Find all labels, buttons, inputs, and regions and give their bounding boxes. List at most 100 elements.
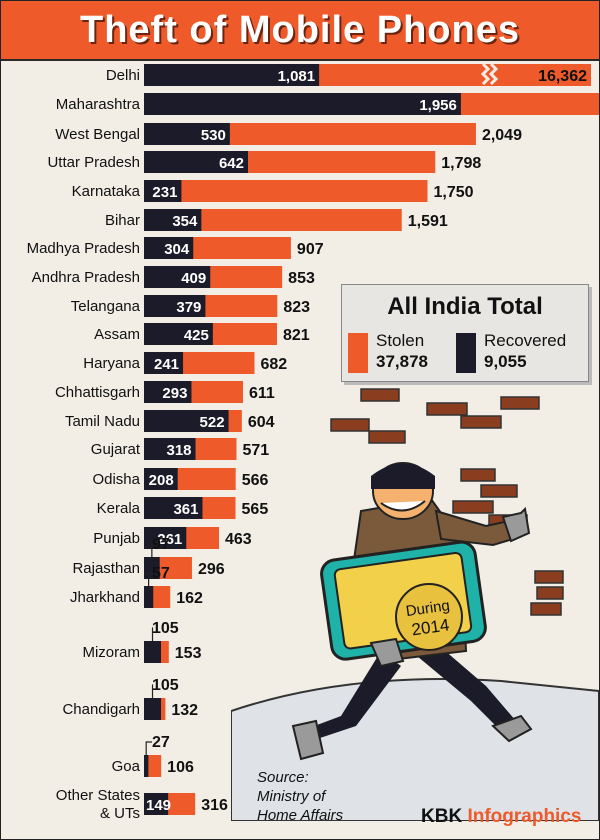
shoe-right — [491, 714, 533, 743]
category-label: Madhya Pradesh — [27, 240, 140, 257]
stolen-value-label: 1,798 — [441, 155, 481, 172]
stolen-value-label: 571 — [243, 442, 270, 459]
total-box: All India Total Stolen 37,878 Recovered … — [341, 284, 589, 382]
credit-brand: KBK — [421, 806, 463, 827]
source-line1: Source: — [257, 769, 309, 786]
leader-line — [148, 572, 152, 586]
stolen-value-label: 853 — [288, 270, 315, 287]
category-label: Delhi — [106, 67, 140, 84]
category-label: Uttar Pradesh — [47, 154, 140, 171]
stolen-value-label: 565 — [242, 501, 269, 518]
stolen-value-label: 463 — [225, 531, 252, 548]
glove-left — [369, 637, 405, 668]
recovered-value-label: 304 — [164, 241, 190, 258]
category-label: Jharkhand — [70, 589, 140, 606]
recovered-value-label: 97 — [152, 536, 170, 553]
stolen-value-label: 132 — [171, 702, 198, 719]
category-label: Punjab — [93, 530, 140, 547]
stolen-value-label: 821 — [283, 327, 310, 344]
recovered-bar — [144, 209, 202, 231]
recovered-bar — [144, 180, 182, 202]
recovered-value-label: 522 — [200, 414, 225, 431]
recovered-bar — [144, 641, 162, 663]
recovered-label: Recovered — [484, 331, 567, 350]
title-bar: Theft of Mobile Phones — [1, 1, 599, 61]
recovered-bar — [144, 93, 461, 115]
leader-line — [151, 627, 154, 641]
stolen-value-label: 611 — [249, 385, 275, 402]
recovered-value-label: 208 — [149, 472, 174, 489]
category-label: Bihar — [105, 212, 140, 229]
recovered-value-label: 149 — [146, 797, 171, 814]
category-label: Haryana — [83, 355, 140, 372]
recovered-bar — [144, 557, 160, 579]
recovered-bar — [144, 352, 184, 374]
source-note: Source: Ministry of Home Affairs — [257, 768, 343, 825]
category-label: Assam — [94, 326, 140, 343]
stolen-bar — [144, 209, 402, 231]
stolen-value-label: 1,591 — [408, 213, 448, 230]
thief-illustration: During 2014 — [231, 388, 599, 821]
stolen-value-label: 316 — [201, 797, 228, 814]
stolen-value-label: 16,362 — [538, 68, 587, 85]
total-title: All India Total — [387, 293, 543, 320]
recovered-value-label: 27 — [152, 734, 170, 751]
category-label: Chhattisgarh — [55, 384, 140, 401]
recovered-bar — [144, 64, 320, 86]
thief-mask — [371, 463, 435, 489]
recovered-value-label: 409 — [181, 270, 206, 287]
leader-line — [145, 741, 152, 755]
category-label: Karnataka — [72, 183, 141, 200]
bars-layer: Delhi16,3621,081Maharashtra5,6971,956Wes… — [27, 62, 599, 822]
stolen-value-label: 2,049 — [482, 127, 522, 144]
recovered-bar — [144, 527, 187, 549]
category-label: Maharashtra — [56, 96, 141, 113]
category-label: Kerala — [97, 500, 141, 517]
recovered-value-label: 318 — [166, 442, 191, 459]
brick-pattern — [330, 388, 564, 616]
recovered-value-label: 1,956 — [419, 97, 457, 114]
stolen-swatch — [348, 333, 368, 373]
recovered-bar — [144, 698, 162, 720]
recovered-bar — [144, 123, 230, 145]
recovered-value-label: 354 — [172, 213, 198, 230]
recovered-total: 9,055 — [484, 352, 527, 371]
stolen-value-label: 823 — [283, 299, 310, 316]
stolen-value-label: 153 — [175, 645, 202, 662]
category-label: Mizoram — [82, 644, 140, 661]
leader-line — [151, 684, 154, 698]
recovered-bar — [144, 237, 194, 259]
recovered-bar — [144, 438, 196, 460]
recovered-swatch — [456, 333, 476, 373]
credit-accent: Infographics — [467, 806, 582, 827]
stolen-bar — [144, 180, 428, 202]
stolen-value-label: 907 — [297, 241, 324, 258]
recovered-value-label: 261 — [157, 531, 182, 548]
recovered-bar — [144, 755, 149, 777]
recovered-bar — [144, 266, 211, 288]
recovered-bar — [144, 323, 213, 345]
recovered-value-label: 105 — [152, 677, 179, 694]
recovered-bar — [144, 793, 169, 815]
recovered-value-label: 530 — [201, 127, 226, 144]
thief-leg-right — [411, 643, 516, 731]
badge-circle — [395, 583, 463, 651]
category-label: Other States & UTs — [56, 787, 140, 822]
category-label: Rajasthan — [72, 560, 140, 577]
source-line2: Ministry of — [257, 788, 326, 805]
recovered-value-label: 425 — [184, 327, 209, 344]
thief-grin — [380, 500, 426, 512]
stolen-value-label: 566 — [242, 472, 269, 489]
category-label: Chandigarh — [62, 701, 140, 718]
chart-title: Theft of Mobile Phones — [80, 8, 520, 51]
recovered-bar — [144, 497, 203, 519]
badge-line1: During — [405, 597, 451, 620]
category-label: Odisha — [92, 471, 140, 488]
category-label: West Bengal — [55, 126, 140, 143]
category-label: Telangana — [71, 298, 141, 315]
stolen-value-label: 1,750 — [434, 184, 474, 201]
recovered-bar — [144, 468, 178, 490]
stolen-label: Stolen — [376, 331, 425, 350]
recovered-value-label: 361 — [173, 501, 198, 518]
